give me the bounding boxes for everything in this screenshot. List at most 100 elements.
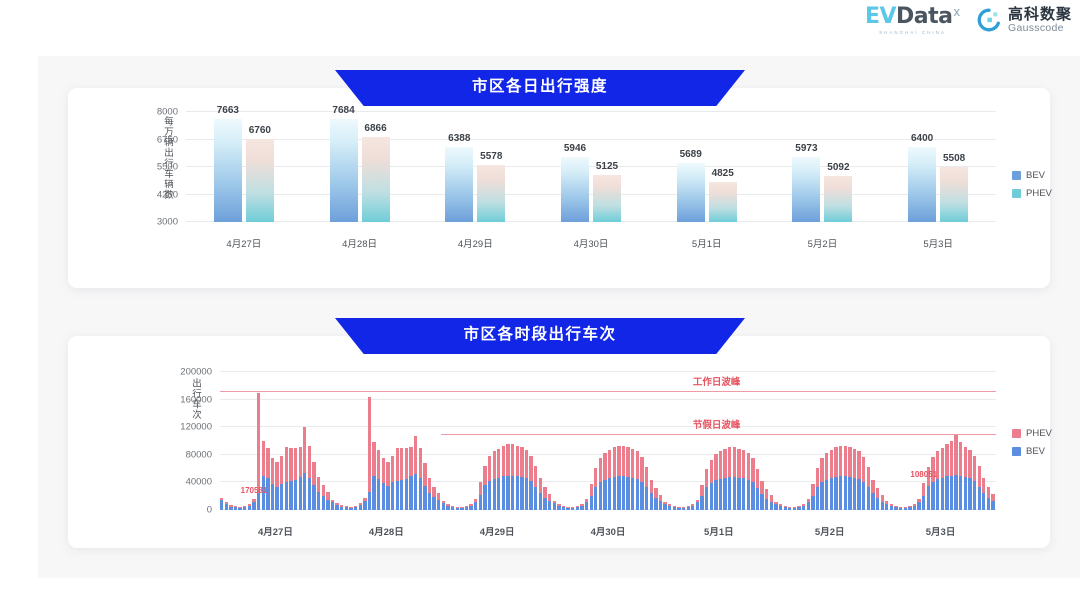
chart2-stacked-bar	[524, 449, 529, 510]
chart2-segment-bev	[815, 486, 820, 510]
chart2-stacked-bar	[714, 454, 718, 510]
chart1-bar-value: 5973	[795, 142, 818, 154]
chart2-segment-bev	[478, 494, 482, 510]
chart2-stacked-bar	[663, 501, 667, 510]
chart1-bar-value: 4825	[711, 167, 734, 179]
chart2-segment-phev	[363, 497, 367, 502]
chart2-stacked-bar	[335, 503, 339, 510]
chart2-stacked-bar	[741, 449, 746, 510]
chart2-segment-phev	[238, 506, 242, 508]
chart2-segment-bev	[848, 476, 852, 510]
chart2-segment-phev	[829, 449, 834, 479]
chart2-x-tick: 5月2日	[814, 527, 845, 538]
chart2-stacked-bar	[899, 506, 903, 510]
chart2-legend-label: PHEV	[1026, 428, 1052, 439]
chart2-segment-bev	[640, 481, 644, 510]
chart2-segment-phev	[972, 455, 977, 482]
chart2-segment-bev	[524, 478, 529, 510]
chart2-segment-phev	[367, 396, 372, 493]
chart2-segment-phev	[640, 456, 644, 482]
chart2-segment-phev	[820, 458, 824, 483]
chart2-segment-bev	[954, 474, 958, 510]
chart2-stacked-bar	[640, 456, 644, 510]
chart2-segment-phev	[709, 459, 713, 484]
chart2-stacked-bar	[404, 447, 409, 510]
chart2-segment-phev	[765, 488, 769, 499]
chart2-segment-phev	[256, 392, 261, 494]
chart2-stacked-bar	[261, 441, 265, 510]
chart2-legend-item: PHEV	[1012, 428, 1052, 439]
evdata-logo-suffix: Data	[896, 4, 953, 29]
chart2-segment-bev	[312, 485, 316, 510]
chart2-legend-item: BEV	[1012, 446, 1052, 457]
chart2-segment-bev	[349, 507, 353, 510]
chart2-peak-label: 108051	[910, 470, 938, 480]
chart2-segment-phev	[506, 444, 510, 476]
chart2-stacked-bar	[423, 463, 427, 510]
chart2-stacked-bar	[889, 504, 894, 510]
chart2-segment-bev	[654, 498, 658, 510]
chart2-stacked-bar	[460, 507, 464, 510]
chart2-segment-bev	[737, 477, 741, 510]
chart2-segment-phev	[247, 504, 252, 506]
chart2-segment-bev	[409, 476, 413, 510]
chart2-segment-bev	[843, 476, 847, 510]
chart2-segment-phev	[663, 501, 667, 504]
chart2-stacked-bar	[266, 447, 270, 510]
gausscode-logo: 高科数聚 Gausscode	[976, 7, 1072, 34]
chart2-segment-bev	[474, 501, 478, 510]
chart2-segment-bev	[326, 499, 330, 510]
chart2-segment-bev	[829, 478, 834, 510]
chart1-bar-value: 6388	[448, 133, 471, 145]
chart2-segment-phev	[377, 449, 381, 479]
chart2-stacked-bar	[487, 456, 492, 510]
chart2-stacked-bar	[256, 392, 261, 510]
chart2-segment-bev	[460, 507, 464, 510]
chart2-segment-bev	[885, 503, 889, 510]
chart2-segment-bev	[714, 480, 718, 510]
chart2-stacked-bar	[571, 507, 575, 510]
chart2-stacked-bar	[700, 485, 704, 510]
chart2-segment-phev	[788, 506, 792, 508]
chart2-stacked-bar	[566, 506, 570, 510]
chart2-stacked-bar	[469, 503, 473, 510]
chart2-segment-phev	[478, 482, 482, 495]
chart2-segment-phev	[880, 495, 884, 502]
chart2-segment-phev	[621, 445, 626, 477]
chart2-segment-phev	[497, 448, 501, 478]
chart1-bar-group: 7684 6866	[302, 105, 418, 222]
chart2-stacked-bar	[977, 465, 981, 510]
chart2-segment-phev	[580, 504, 584, 506]
chart2-segment-phev	[524, 449, 529, 479]
chart2-segment-phev	[534, 465, 538, 487]
chart1-bar-group: 5946 5125	[533, 112, 649, 222]
chart2-stacked-bar	[963, 447, 967, 510]
chart2-segment-bev	[802, 505, 806, 510]
chart2-segment-bev	[751, 482, 755, 510]
chart2-segment-phev	[746, 452, 750, 480]
chart2-segment-phev	[968, 449, 972, 479]
chart2-stacked-bar	[635, 451, 640, 510]
chart2-segment-phev	[395, 447, 399, 482]
chart2-segment-bev	[608, 478, 612, 510]
chart2-y-tick: 160000	[180, 394, 212, 406]
chart2-segment-phev	[903, 507, 907, 508]
chart1-x-tick: 5月3日	[923, 239, 953, 250]
chart2-segment-bev	[270, 483, 275, 510]
chart2-segment-bev	[912, 505, 917, 510]
chart1-bar-phev	[824, 175, 853, 222]
chart2-segment-bev	[658, 501, 663, 510]
chart1-gridline	[186, 166, 996, 167]
chart2-stacked-bar	[949, 441, 954, 510]
chart2-stacked-bar	[806, 499, 810, 510]
chart2-segment-phev	[668, 504, 672, 506]
chart2-segment-phev	[474, 498, 478, 502]
chart2-stacked-bar	[330, 500, 335, 510]
chart2-segment-bev	[233, 507, 238, 510]
chart2-stacked-bar	[561, 506, 566, 510]
chart2-x-tick: 4月28日	[368, 527, 404, 538]
chart1-x-tick: 4月30日	[573, 239, 609, 250]
chart2-stacked-bar	[538, 478, 543, 510]
chart1-bar-phev	[477, 165, 506, 222]
chart2-stacked-bar	[940, 447, 944, 510]
